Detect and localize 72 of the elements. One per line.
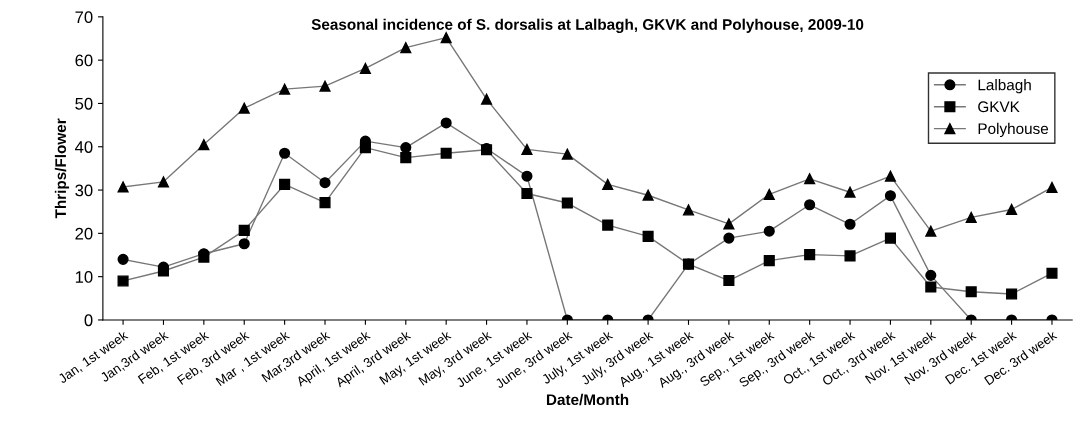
point <box>238 102 250 114</box>
point <box>117 275 129 287</box>
point <box>884 170 896 182</box>
point <box>723 232 735 244</box>
point <box>844 218 856 230</box>
point <box>844 250 856 262</box>
point <box>804 199 816 211</box>
y-tick-label: 50 <box>75 97 93 110</box>
point <box>279 147 291 159</box>
point <box>723 274 735 287</box>
point <box>359 142 371 154</box>
chart-title: Seasonal incidence of S. dorsalis at Lalbagh, GKVK and Polyhouse, 2009-10 <box>311 18 864 33</box>
point <box>319 197 331 209</box>
point <box>561 197 573 209</box>
point <box>117 253 129 265</box>
point <box>884 190 896 202</box>
point <box>359 62 371 74</box>
point <box>440 117 452 129</box>
point <box>723 218 735 230</box>
point <box>804 249 816 261</box>
point <box>965 211 977 223</box>
point <box>925 281 937 293</box>
point <box>682 258 695 270</box>
y-tick-label: 0 <box>84 314 93 327</box>
point <box>965 286 977 298</box>
point <box>925 269 937 281</box>
point <box>157 265 170 277</box>
point <box>682 204 695 216</box>
point <box>157 176 170 188</box>
point <box>1006 203 1018 216</box>
y-tick-label: 30 <box>75 184 93 197</box>
point <box>400 42 412 54</box>
point <box>763 188 775 200</box>
point <box>521 143 533 155</box>
legend-label: Lalbagh <box>978 79 1031 94</box>
point <box>319 80 331 92</box>
point <box>763 225 775 237</box>
point <box>521 170 533 182</box>
point <box>763 255 775 267</box>
y-tick-label: 60 <box>75 54 93 67</box>
point <box>804 173 816 185</box>
point <box>925 225 937 237</box>
point <box>319 177 331 189</box>
point <box>440 32 452 44</box>
point <box>1046 267 1058 279</box>
point <box>117 181 129 193</box>
point <box>400 152 412 164</box>
point <box>279 83 291 95</box>
x-axis-title: Date/Month <box>546 393 629 406</box>
point <box>521 187 533 200</box>
legend-label: GKVK <box>978 101 1020 113</box>
legend-label: Polyhouse <box>978 122 1049 138</box>
point <box>481 93 493 105</box>
point <box>602 219 614 231</box>
y-tick-label: 20 <box>75 227 93 240</box>
point <box>1046 181 1058 194</box>
point <box>642 189 654 201</box>
point <box>238 238 250 250</box>
y-tick-label: 40 <box>75 141 93 153</box>
point <box>440 147 452 159</box>
point <box>602 178 614 190</box>
y-axis-title: Thrips/Flower <box>54 118 70 219</box>
point <box>884 232 896 244</box>
point <box>198 139 210 151</box>
point <box>238 224 250 236</box>
y-tick-label: 70 <box>75 11 93 24</box>
point <box>1006 288 1018 300</box>
point <box>561 148 573 160</box>
y-tick-label: 10 <box>75 271 93 283</box>
point <box>642 230 654 242</box>
point <box>844 186 856 198</box>
point <box>279 178 291 190</box>
